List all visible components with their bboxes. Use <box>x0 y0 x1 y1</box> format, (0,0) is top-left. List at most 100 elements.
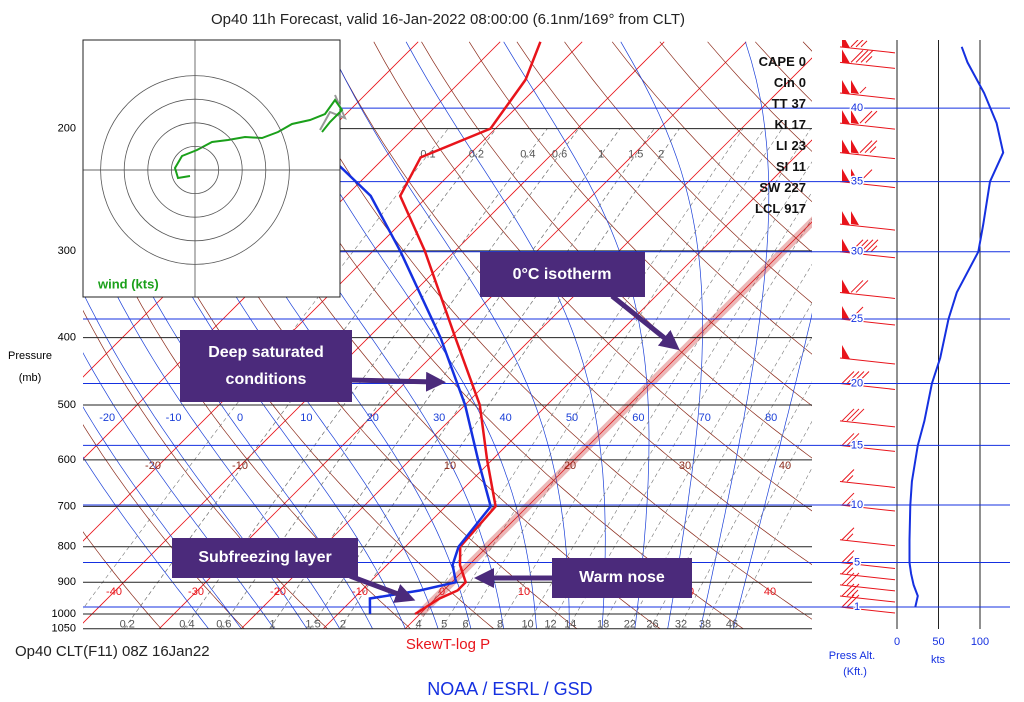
dry-adiabat-label: 20 <box>564 460 576 472</box>
x-tick-label: -40 <box>106 586 122 598</box>
barb-staff <box>839 480 896 488</box>
moist-adiabat-label: 30 <box>433 412 445 424</box>
wind-barb <box>839 211 896 231</box>
barb-line <box>859 140 873 153</box>
index-label: SW <box>759 180 781 195</box>
mixing-ratio-label: 32 <box>675 618 687 630</box>
index: LI 23 <box>776 138 806 153</box>
isotherm <box>83 41 91 50</box>
index-label: KI <box>775 117 788 132</box>
grid-line <box>83 41 665 624</box>
annotation-box <box>180 330 352 402</box>
barb-flag <box>842 168 850 183</box>
hodograph-ring <box>147 122 243 218</box>
dry-adiabat <box>611 41 812 253</box>
wind-barb <box>839 139 896 160</box>
dry-adiabat <box>707 41 812 152</box>
dry-adiabat-label: -10 <box>232 460 248 472</box>
barb-staff <box>839 318 896 326</box>
height-tick-label: 20 <box>851 377 863 389</box>
hodograph-label: wind (kts) <box>97 276 159 291</box>
height-tick-label: 25 <box>851 313 863 325</box>
y-tick-label: 700 <box>58 500 76 512</box>
dry-adiabat <box>898 42 1024 629</box>
barb-staff <box>839 562 896 570</box>
mixing-ratio-line <box>183 128 548 629</box>
mixing-ratio-line <box>220 128 579 629</box>
height-tick-label: 1 <box>854 601 860 613</box>
index: SW 227 <box>759 180 806 195</box>
barb-flag <box>851 168 859 183</box>
index: TT 37 <box>772 96 806 111</box>
barb-flag <box>851 110 859 125</box>
annotation-text: Subfreezing layer <box>198 549 331 566</box>
barb-staff <box>839 504 896 512</box>
wind-barb <box>839 49 896 69</box>
barb-line <box>841 469 855 482</box>
hodograph-ring <box>123 98 267 242</box>
moist-adiabat-label: 20 <box>367 412 379 424</box>
mixing-ratio-line <box>269 128 621 629</box>
y-tick-label: 200 <box>58 122 76 134</box>
wind-barb <box>839 238 896 259</box>
barb-half <box>865 56 873 63</box>
moist-adiabat <box>700 41 770 629</box>
barb-line <box>850 239 864 253</box>
barb-staff <box>839 420 896 428</box>
barb-staff <box>839 291 896 299</box>
panel-y-label: (Kft.) <box>843 666 867 678</box>
barb-half <box>851 589 859 597</box>
chart-title: Op40 11h Forecast, valid 16-Jan-2022 08:… <box>211 11 685 28</box>
barb-flag <box>842 139 850 154</box>
index-label: TT <box>772 96 788 111</box>
barb-line <box>850 306 864 320</box>
x-tick-label: -10 <box>352 586 368 598</box>
moist-adiabat <box>326 41 570 629</box>
barb-line <box>850 280 864 293</box>
isotherm <box>0 42 8 629</box>
barb-line <box>859 110 873 124</box>
barb-staff <box>839 122 896 130</box>
panel-x-label: kts <box>931 654 946 666</box>
barb-flag <box>842 110 850 125</box>
grid-line <box>241 57 812 629</box>
barb-line <box>846 572 860 586</box>
barb-line <box>841 371 855 384</box>
hodograph-ring <box>170 145 219 194</box>
barb-staff <box>839 444 896 452</box>
wind-barb <box>839 572 896 592</box>
barb-half <box>846 475 854 482</box>
barb-staff <box>839 92 896 100</box>
hodograph <box>83 40 347 297</box>
barb-staff <box>839 251 896 259</box>
grid-line <box>159 41 747 629</box>
credit: NOAA / ESRL / GSD <box>427 679 592 699</box>
wind-barb <box>839 469 896 488</box>
x-tick-label: -30 <box>188 586 204 598</box>
mixing-ratio-label: 46 <box>726 618 738 630</box>
annotation-text: Deep saturated <box>208 344 324 361</box>
wind-barb <box>839 492 896 512</box>
barb-flag <box>842 238 850 253</box>
barb-line <box>846 594 860 608</box>
barb-staff <box>839 152 896 160</box>
mixing-ratio-label: 0.6 <box>552 148 567 160</box>
barb-half <box>870 245 878 253</box>
moist-adiabat-label: 40 <box>499 412 511 424</box>
x-tick-label: 10 <box>518 586 530 598</box>
barb-staff <box>839 61 896 69</box>
barb-half <box>846 556 854 563</box>
panel-x-tick-label: 100 <box>971 636 989 648</box>
annotation-text: 0°C isotherm <box>513 266 612 283</box>
dry-adiabat <box>946 42 1024 629</box>
mixing-ratio-label: 0.4 <box>520 148 535 160</box>
grid-line <box>323 139 812 629</box>
barb-flag <box>842 305 850 320</box>
height-tick-label: 35 <box>851 175 863 187</box>
barb-line <box>841 550 855 563</box>
index-value: 37 <box>792 96 806 111</box>
index-label: SI <box>776 159 788 174</box>
annotation-text: conditions <box>226 371 307 388</box>
mixing-ratio-line <box>441 128 765 629</box>
index-value: 917 <box>784 201 806 216</box>
